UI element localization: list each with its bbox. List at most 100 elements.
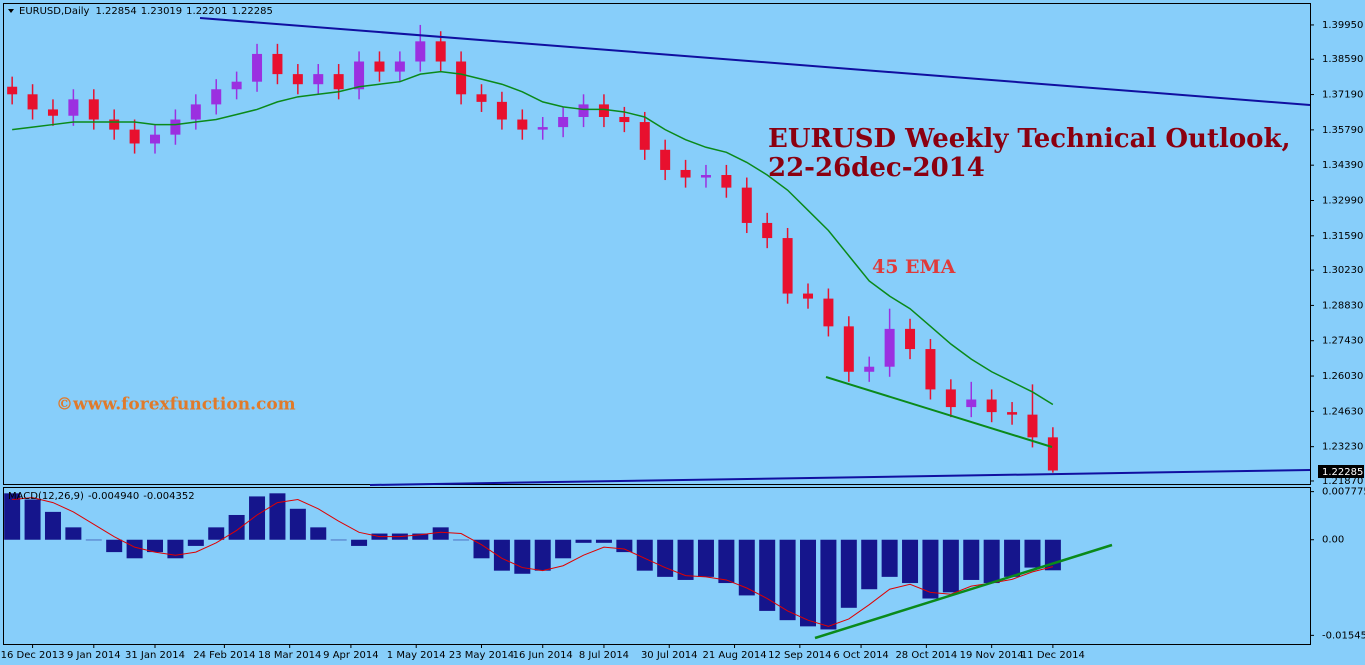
candle-body xyxy=(925,349,936,390)
candle-body xyxy=(7,86,18,95)
price-panel xyxy=(3,3,1311,485)
macd-bar xyxy=(983,539,1000,584)
y-tick-label: 1.21870 xyxy=(1322,476,1363,487)
macd-bar xyxy=(657,539,674,577)
macd-bar xyxy=(1024,539,1041,568)
candle-body xyxy=(27,94,38,110)
title-line-1: EURUSD Weekly Technical Outlook, xyxy=(768,124,1291,154)
y-tick-label: 1.39950 xyxy=(1322,20,1363,31)
x-tick-label: 24 Feb 2014 xyxy=(193,650,255,661)
candle-body xyxy=(68,99,79,116)
candle-body xyxy=(598,104,609,118)
candle-body xyxy=(721,175,732,188)
macd-bar xyxy=(432,527,449,540)
candle-body xyxy=(762,222,773,239)
candle-body xyxy=(456,61,467,95)
y-tick-label: 1.30230 xyxy=(1322,265,1363,276)
y-tick-label: 1.27430 xyxy=(1322,336,1363,347)
candle-body xyxy=(578,104,589,118)
candle-body xyxy=(415,41,426,62)
support-trendline xyxy=(369,469,1311,486)
price-support-line xyxy=(825,376,1053,448)
candle-body xyxy=(741,187,752,223)
plot-layer: 1.39950 1.38590 1.37190 1.35790 1.34390 1.329… xyxy=(1,20,1365,661)
x-tick-label: 1 May 2014 xyxy=(387,650,446,661)
candle-body xyxy=(803,293,814,299)
candle-body xyxy=(496,101,507,120)
y-tick-label: 1.38590 xyxy=(1322,54,1363,65)
macd-bar xyxy=(351,539,368,546)
macd-bar xyxy=(759,539,776,611)
macd-bar xyxy=(147,539,164,553)
x-tick-label: 23 May 2014 xyxy=(449,650,514,661)
macd-bar xyxy=(697,539,714,577)
candle-body xyxy=(292,74,303,85)
macd-bar xyxy=(575,539,592,543)
ema-line xyxy=(12,70,1054,406)
candle-body xyxy=(945,389,956,408)
macd-bar xyxy=(249,496,266,540)
x-tick-label: 12 Sep 2014 xyxy=(768,650,831,661)
candle-body xyxy=(47,109,58,116)
x-tick-label: 31 Jan 2014 xyxy=(125,650,185,661)
macd-bar xyxy=(269,493,286,540)
symbol: EURUSD,Daily xyxy=(19,6,90,17)
x-tick-label: 11 Dec 2014 xyxy=(1021,650,1085,661)
ohlc-high: 1.23019 xyxy=(141,6,182,17)
macd-header: MACD(12,26,9) -0.004940 -0.004352 xyxy=(8,491,195,502)
macd-bar xyxy=(330,539,347,541)
y-tick-label: 1.34390 xyxy=(1322,160,1363,171)
y-tick-label: 1.37190 xyxy=(1322,90,1363,101)
candle-body xyxy=(150,134,161,144)
macd-bar xyxy=(636,539,653,571)
x-tick-label: 9 Apr 2014 xyxy=(323,650,378,661)
candle-body xyxy=(905,328,916,350)
macd-bar xyxy=(208,527,225,540)
candle-body xyxy=(823,298,834,327)
macd-signal: -0.004352 xyxy=(143,491,194,502)
candle-body xyxy=(639,122,650,150)
ohlc-low: 1.22201 xyxy=(186,6,227,17)
y-tick-label: 1.24630 xyxy=(1322,406,1363,417)
candle-body xyxy=(313,74,324,85)
macd-bar xyxy=(24,499,41,540)
menu-arrow[interactable] xyxy=(8,9,14,13)
candle-body xyxy=(231,81,242,90)
x-tick-label: 16 Jun 2014 xyxy=(513,650,573,661)
macd-bar xyxy=(289,508,306,540)
macd-bar xyxy=(922,539,939,599)
macd-title: MACD(12,26,9) xyxy=(8,491,84,502)
macd-bar xyxy=(738,539,755,596)
candle-body xyxy=(211,89,222,105)
macd-bar xyxy=(228,514,245,540)
candle-body xyxy=(680,169,691,178)
macd-bar xyxy=(779,539,796,621)
candle-body xyxy=(374,61,385,72)
candle-body xyxy=(843,326,854,372)
macd-panel xyxy=(3,487,1311,645)
candle-body xyxy=(558,117,569,128)
macd-bar xyxy=(963,539,980,580)
candle-body xyxy=(272,53,283,75)
candle-body xyxy=(435,41,446,62)
x-tick-label: 8 Jul 2014 xyxy=(579,650,629,661)
ema-annotation: 45 EMA xyxy=(872,256,956,278)
signal-line xyxy=(12,497,1054,627)
current-price-box xyxy=(1318,465,1364,478)
ohlc-close: 1.22285 xyxy=(232,6,273,17)
macd-bar xyxy=(4,493,21,540)
y-tick-label: 0.00 xyxy=(1322,535,1344,546)
watermark: ©www.forexfunction.com xyxy=(56,395,296,415)
y-tick-label: 1.32990 xyxy=(1322,195,1363,206)
x-tick-label: 28 Oct 2014 xyxy=(895,650,957,661)
candle-body xyxy=(517,119,528,130)
macd-bar xyxy=(555,539,572,559)
macd-bar xyxy=(881,539,898,577)
y-tick-label: -0.015454 xyxy=(1322,630,1365,641)
resistance-trendline xyxy=(199,17,1311,106)
y-tick-label: 1.35790 xyxy=(1322,125,1363,136)
candle-body xyxy=(537,127,548,130)
macd-bar xyxy=(65,527,82,540)
macd-bar xyxy=(106,539,123,553)
